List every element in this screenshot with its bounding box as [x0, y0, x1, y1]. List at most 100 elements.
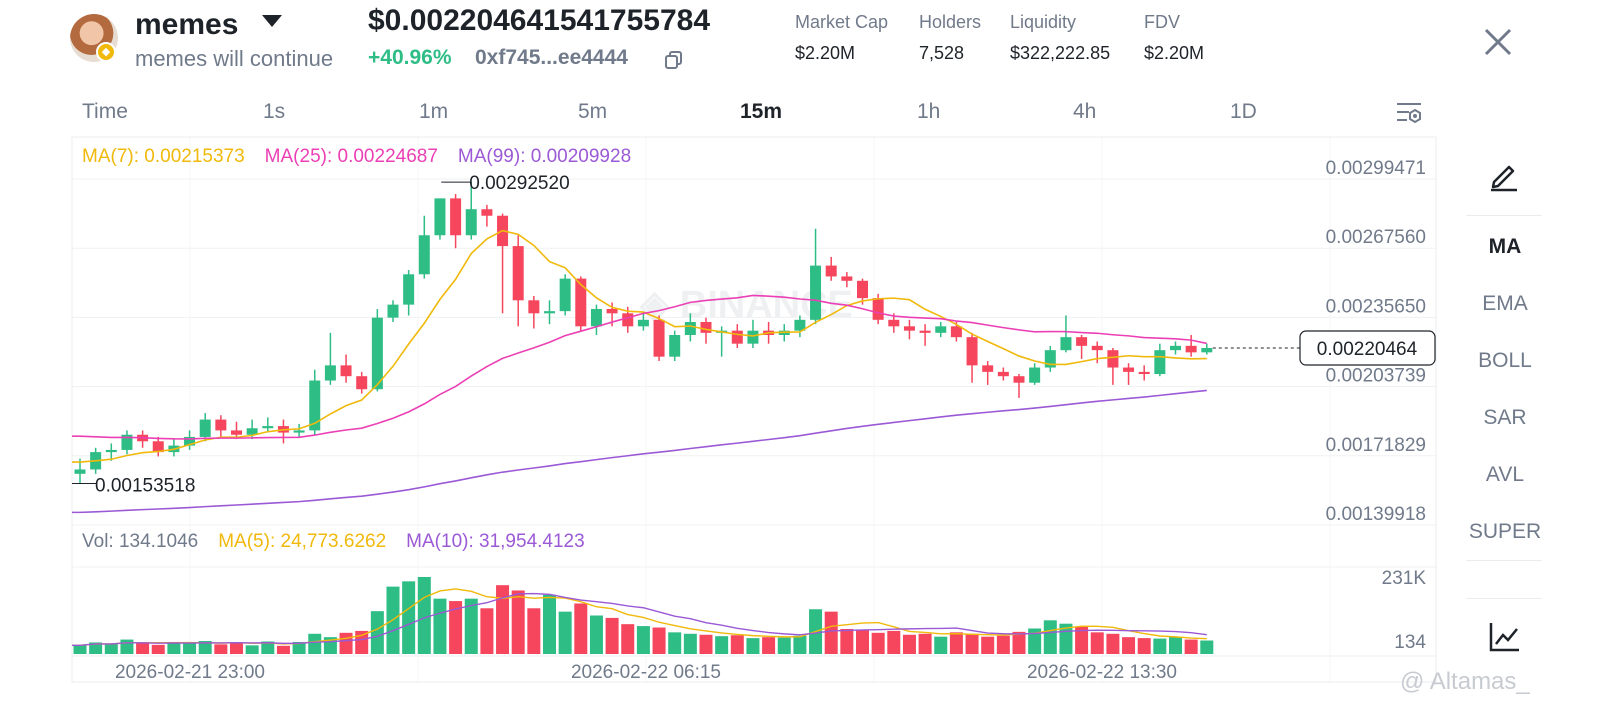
indicator-super[interactable]: SUPER — [1468, 520, 1542, 543]
candle-body — [1029, 367, 1041, 383]
candle-body — [1060, 337, 1072, 351]
time-axis-label: 2026-02-22 13:30 — [1027, 662, 1177, 683]
indicator-ema[interactable]: EMA — [1482, 292, 1528, 315]
tab-1d[interactable]: 1D — [1230, 100, 1257, 123]
ma99-line — [72, 389, 1207, 514]
volume-bar — [574, 603, 588, 654]
candle-body — [606, 308, 618, 314]
volume-legend: Vol: 134.1046 MA(5): 24,773.6262 MA(10): 3… — [82, 531, 585, 552]
token-switch-caret-icon[interactable] — [262, 15, 282, 27]
volume-bar — [1169, 636, 1182, 654]
time-axis-label: 2026-02-21 23:00 — [115, 662, 265, 683]
volume-bar — [965, 633, 979, 654]
price-tick-label: 0.00139918 — [1326, 504, 1426, 525]
price-chart[interactable]: ◈ BINANCE 0.002994710.002675600.00235650… — [0, 132, 1460, 692]
volume-bar — [746, 638, 760, 654]
volume-bar — [1122, 637, 1136, 654]
candle-body — [700, 321, 712, 333]
price-tick-label: 0.00235650 — [1326, 296, 1426, 317]
candle-body — [590, 308, 602, 327]
volume-bar — [996, 635, 1010, 654]
candle-body — [544, 311, 555, 314]
candle-body — [794, 319, 806, 331]
candle-body — [512, 246, 524, 301]
stat-value: $2.20M — [795, 43, 856, 63]
token-header: ◆ memes memes will continue $0.002204641… — [0, 0, 1600, 90]
stat-value: $2.20M — [1144, 43, 1205, 63]
candle-body — [950, 326, 962, 338]
tab-1s[interactable]: 1s — [263, 100, 286, 123]
volume-bar — [496, 585, 510, 654]
volume-bar — [136, 642, 150, 654]
volume-bar — [558, 611, 572, 654]
volume-bar — [402, 581, 416, 654]
volume-bar — [370, 611, 384, 654]
tab-4h[interactable]: 4h — [1073, 100, 1097, 123]
close-icon[interactable] — [1478, 22, 1518, 62]
moving-averages — [72, 229, 1207, 647]
volume-bar — [214, 644, 228, 654]
tab-time[interactable]: Time — [82, 100, 128, 123]
price-tick-label: 0.00171829 — [1326, 435, 1426, 456]
candle-body — [1107, 350, 1119, 368]
volume-bar — [981, 636, 995, 654]
volume-bar — [824, 611, 838, 654]
volume-bar — [777, 637, 791, 654]
candle-body — [982, 365, 994, 372]
price-change: +40.96% — [368, 46, 452, 69]
volume-bar — [1075, 626, 1089, 654]
stat-liquidity: Liquidity $322,222.85 — [1010, 12, 1110, 64]
volume-bar — [762, 637, 776, 654]
candle-body — [1170, 345, 1181, 351]
candle-body — [559, 278, 571, 312]
candle-body — [919, 330, 931, 333]
volume-bar — [104, 643, 118, 654]
candle-body — [1076, 337, 1088, 346]
current-price-box — [1299, 330, 1436, 366]
contract-address: 0xf745...ee4444 — [475, 46, 628, 69]
tab-15m[interactable]: 15m — [740, 100, 783, 123]
tab-5m[interactable]: 5m — [578, 100, 608, 123]
indicator-boll[interactable]: BOLL — [1478, 349, 1532, 372]
candle-body — [825, 265, 837, 277]
draw-pen-icon[interactable] — [1487, 158, 1521, 192]
chart-frame — [71, 136, 1437, 683]
current-price-label: 0.00220464 — [1317, 339, 1418, 360]
candle-body — [1154, 350, 1166, 375]
line-chart-icon[interactable] — [1488, 620, 1522, 654]
volume-bar — [449, 601, 463, 654]
volume-bar — [949, 632, 963, 654]
volume-bar — [151, 644, 165, 654]
volume-bar — [292, 641, 306, 654]
volume-bar — [543, 594, 556, 654]
candle-body — [841, 276, 853, 281]
legend-entry: MA(99): 0.00209928 — [458, 146, 631, 167]
chart-settings-icon[interactable] — [1394, 98, 1424, 128]
indicator-avl[interactable]: AVL — [1485, 463, 1525, 486]
tab-1m[interactable]: 1m — [419, 100, 449, 123]
candle-body — [105, 449, 117, 453]
candle-body — [1091, 345, 1103, 351]
indicator-sar[interactable]: SAR — [1483, 406, 1527, 429]
token-description: memes will continue — [135, 46, 334, 71]
tab-1h[interactable]: 1h — [917, 100, 941, 123]
candle-body — [903, 326, 915, 331]
price-tick-label: 0.00267560 — [1326, 227, 1426, 248]
volume-bar — [89, 642, 103, 654]
volume-bar — [605, 617, 619, 654]
token-name: memes — [135, 8, 239, 41]
chart-annotations: 0.00292520 0.00153518 0.00220464 — [72, 173, 1436, 497]
volume-bar — [464, 598, 478, 654]
candle-body — [997, 371, 1009, 377]
copy-icon[interactable] — [664, 50, 684, 70]
volume-bar — [511, 590, 525, 654]
volume-bar — [417, 577, 431, 654]
indicator-ma[interactable]: MA — [1488, 235, 1522, 258]
volume-bar — [918, 633, 932, 654]
indicator-sidebar: MA EMA BOLL SAR AVL SUPER — [1462, 140, 1548, 680]
volume-bar — [183, 643, 197, 654]
candle-body — [1123, 367, 1135, 372]
stat-value: $322,222.85 — [1010, 43, 1111, 63]
candle-body — [152, 441, 164, 453]
candle-body — [215, 419, 227, 431]
